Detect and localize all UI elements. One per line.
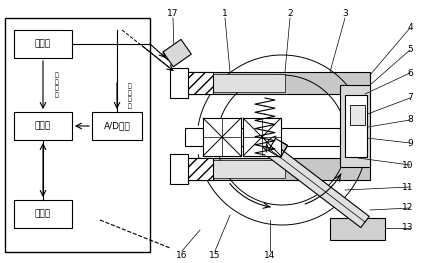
Bar <box>185 128 360 146</box>
Text: 2: 2 <box>287 9 293 18</box>
Bar <box>14 30 72 58</box>
Bar <box>195 160 285 178</box>
Text: 脉
冲
信
号: 脉 冲 信 号 <box>55 72 59 98</box>
Bar <box>185 158 213 180</box>
Bar <box>92 112 142 140</box>
Polygon shape <box>264 143 369 227</box>
Polygon shape <box>269 138 288 158</box>
Bar <box>345 95 367 157</box>
Text: 12: 12 <box>402 204 413 213</box>
Bar <box>195 74 285 92</box>
Text: 16: 16 <box>176 250 188 260</box>
Text: A/D模块: A/D模块 <box>104 122 131 130</box>
Text: 8: 8 <box>407 115 413 124</box>
Bar <box>340 85 370 167</box>
Bar <box>185 72 213 94</box>
Text: 驱动器: 驱动器 <box>35 39 51 48</box>
Text: 9: 9 <box>407 139 413 148</box>
Bar <box>185 158 370 180</box>
Text: 1: 1 <box>222 9 228 18</box>
Text: 11: 11 <box>402 183 413 191</box>
Text: 7: 7 <box>407 94 413 103</box>
Text: 17: 17 <box>167 9 179 18</box>
Bar <box>5 18 150 252</box>
Text: 控制器: 控制器 <box>35 122 51 130</box>
Text: 5: 5 <box>407 45 413 54</box>
Bar <box>350 105 365 125</box>
Text: 14: 14 <box>264 250 276 260</box>
Bar <box>14 200 72 228</box>
Text: 4: 4 <box>408 23 413 33</box>
Bar <box>14 112 72 140</box>
Bar <box>170 68 188 98</box>
Polygon shape <box>163 39 192 67</box>
Text: 15: 15 <box>209 250 221 260</box>
Bar <box>185 72 370 94</box>
Text: 13: 13 <box>402 224 413 232</box>
Bar <box>203 118 241 156</box>
Text: 3: 3 <box>342 9 348 18</box>
Bar <box>330 218 385 240</box>
Text: 位
移
信
号: 位 移 信 号 <box>128 83 132 109</box>
Text: 6: 6 <box>407 68 413 78</box>
Bar <box>243 118 281 156</box>
Text: 10: 10 <box>402 160 413 169</box>
Text: 上位机: 上位机 <box>35 210 51 219</box>
Bar <box>170 154 188 184</box>
